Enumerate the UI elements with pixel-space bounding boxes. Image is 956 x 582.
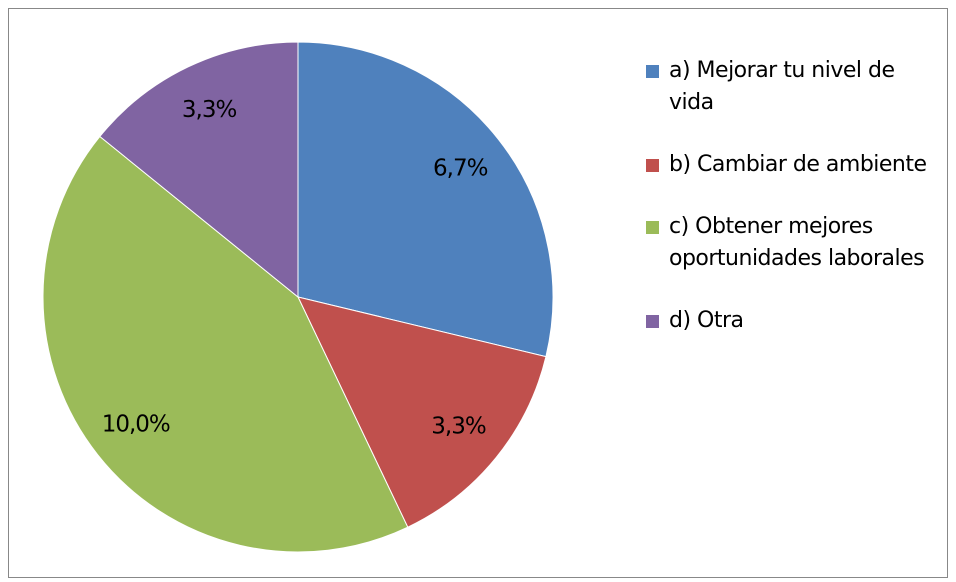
pie-slice xyxy=(297,296,547,528)
legend-label: c) Obtener mejores oportunidades laboral… xyxy=(669,214,925,271)
legend-item: b) Cambiar de ambiente xyxy=(640,149,940,181)
legend-swatch xyxy=(646,159,659,172)
legend-item: a) Mejorar tu nivel de vida xyxy=(640,55,940,119)
legend-item: c) Obtener mejores oportunidades laboral… xyxy=(640,211,940,275)
pie-slice xyxy=(297,41,554,358)
data-label: 3,3% xyxy=(182,97,237,123)
legend-swatch xyxy=(646,221,659,234)
frame xyxy=(8,8,948,578)
pie-slice xyxy=(42,135,409,553)
data-label: 3,3% xyxy=(431,414,486,440)
legend-swatch xyxy=(646,65,659,78)
legend-item: d) Otra xyxy=(640,305,940,337)
data-label: 10,0% xyxy=(102,411,170,437)
data-label: 6,7% xyxy=(433,156,488,182)
pie-slice xyxy=(99,41,299,299)
legend-label: a) Mejorar tu nivel de vida xyxy=(669,58,895,115)
legend: a) Mejorar tu nivel de vida b) Cambiar de… xyxy=(640,55,940,367)
legend-label: b) Cambiar de ambiente xyxy=(669,152,927,177)
legend-swatch xyxy=(646,315,659,328)
legend-label: d) Otra xyxy=(669,308,744,333)
